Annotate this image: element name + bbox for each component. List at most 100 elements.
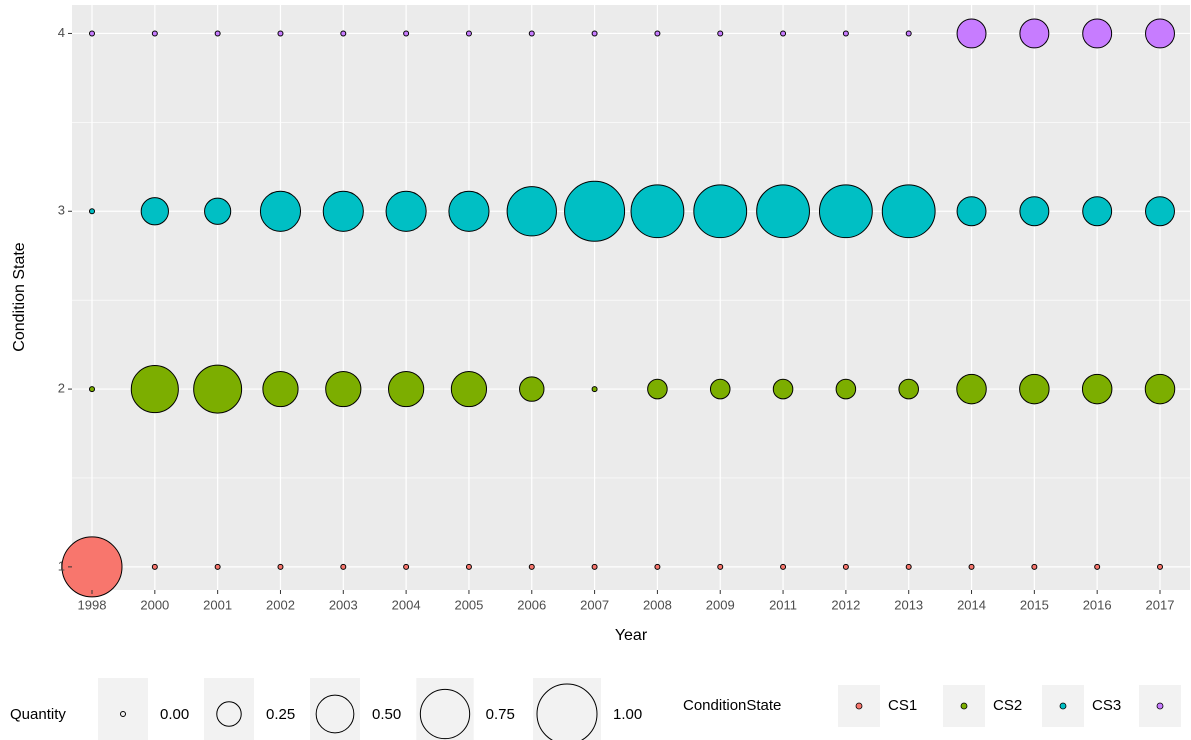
bubble xyxy=(654,30,661,37)
bubble xyxy=(881,184,936,239)
bubble xyxy=(519,376,545,402)
bubble xyxy=(647,378,668,400)
bubble xyxy=(388,370,425,408)
legend-key xyxy=(416,678,474,740)
legend-size-key xyxy=(120,711,126,717)
bubble xyxy=(717,30,724,37)
legend-label: 1.00 xyxy=(613,706,642,723)
bubble xyxy=(956,373,987,405)
bubble xyxy=(1019,373,1050,405)
bubble xyxy=(277,563,284,570)
bubble xyxy=(956,18,987,49)
legend-key xyxy=(310,678,360,740)
bubble xyxy=(1031,563,1038,570)
panel xyxy=(72,5,1190,590)
legend-label: 0.00 xyxy=(160,706,189,723)
bubble xyxy=(717,563,724,570)
bubble xyxy=(465,563,472,570)
bubble xyxy=(564,180,626,242)
bubble xyxy=(1082,18,1113,49)
bubble xyxy=(842,30,849,37)
x-tick-label: 2017 xyxy=(1146,597,1175,612)
x-tick-label: 2000 xyxy=(140,597,169,612)
legend-color-key xyxy=(1059,702,1067,710)
bubble xyxy=(1145,18,1175,49)
x-tick-label: 2013 xyxy=(894,597,923,612)
bubble xyxy=(1145,196,1175,227)
legend-label: CS2 xyxy=(993,697,1022,714)
bubble xyxy=(322,190,364,232)
x-tick-label: 2016 xyxy=(1083,597,1112,612)
x-tick-label: 2007 xyxy=(580,597,609,612)
bubble xyxy=(448,190,490,232)
y-axis-title: Condition State xyxy=(11,242,28,352)
bubble xyxy=(1081,373,1113,405)
bubble xyxy=(772,378,794,400)
bubble xyxy=(654,563,661,570)
bubble xyxy=(151,30,158,37)
x-tick-label: 2006 xyxy=(517,597,546,612)
color-legend-title: ConditionState xyxy=(683,697,781,714)
bubble xyxy=(780,30,787,37)
x-tick-label: 2015 xyxy=(1020,597,1049,612)
bubble xyxy=(630,184,685,239)
legend-size-key xyxy=(315,694,355,734)
y-tick-label: 2 xyxy=(58,381,65,396)
bubble xyxy=(259,190,302,232)
x-tick-label: 2008 xyxy=(643,597,672,612)
bubble xyxy=(842,563,849,570)
legend-size-key xyxy=(419,688,471,740)
x-tick-label: 2003 xyxy=(329,597,358,612)
bubble xyxy=(140,197,169,226)
y-tick-label: 3 xyxy=(58,203,65,218)
bubble xyxy=(956,196,987,227)
x-axis-title: Year xyxy=(615,627,648,644)
bubble xyxy=(506,186,557,237)
y-tick-label: 1 xyxy=(58,558,65,573)
bubble xyxy=(905,30,912,37)
x-tick-label: 2001 xyxy=(203,597,232,612)
bubble xyxy=(780,563,787,570)
bubble xyxy=(130,365,179,414)
bubble xyxy=(591,30,598,37)
bubble xyxy=(204,197,232,225)
bubble xyxy=(818,184,873,239)
bubble xyxy=(89,208,95,215)
bubble xyxy=(340,30,347,37)
legend-label: 0.25 xyxy=(266,706,295,723)
x-tick-label: 2004 xyxy=(392,597,421,612)
bubble xyxy=(835,378,857,400)
legend-key xyxy=(533,678,601,740)
bubble xyxy=(89,386,95,393)
bubble xyxy=(756,184,810,239)
bubble xyxy=(968,563,975,570)
bubble xyxy=(403,563,410,570)
x-tick-label: 2014 xyxy=(957,597,986,612)
bubble xyxy=(1082,196,1113,227)
legend-label: 0.50 xyxy=(372,706,401,723)
bubble xyxy=(1019,18,1050,49)
legend-key xyxy=(204,678,254,740)
legend-label: 0.75 xyxy=(486,706,515,723)
bubble xyxy=(905,563,912,570)
x-tick-label: 2005 xyxy=(454,597,483,612)
legend-label: CS1 xyxy=(888,697,917,714)
bubble xyxy=(1144,373,1176,405)
x-tick-label: 2012 xyxy=(831,597,860,612)
bubble xyxy=(528,563,535,570)
bubble xyxy=(1019,196,1050,227)
bubble xyxy=(325,370,362,408)
x-tick-label: 2009 xyxy=(706,597,735,612)
bubble xyxy=(262,370,299,408)
bubble xyxy=(89,30,95,37)
bubble xyxy=(465,30,472,37)
grid xyxy=(72,5,1190,590)
bubble xyxy=(61,536,123,598)
legend-key xyxy=(98,678,148,740)
bubble xyxy=(214,30,221,37)
legend-color-key xyxy=(960,702,968,710)
bubble xyxy=(1094,563,1101,570)
bubble xyxy=(403,30,410,37)
legend-label: CS3 xyxy=(1092,697,1121,714)
